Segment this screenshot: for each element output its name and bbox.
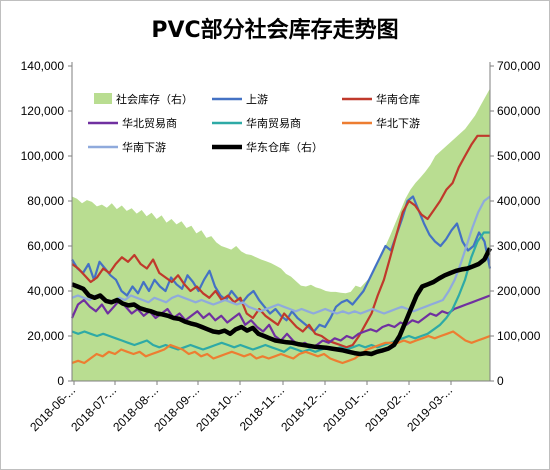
y-right-tick-label: 500,000 [497,149,541,163]
legend-label: 上游 [246,93,268,106]
y-left-tick-label: 140,000 [21,59,65,73]
y-right-tick-label: 200,000 [497,284,541,298]
x-tick-label: 2018-10-... [193,383,244,434]
chart-title: PVC部分社会库存走势图 [151,18,399,43]
series-area-0 [72,88,490,381]
y-right-tick-label: 600,000 [497,104,541,118]
series-line-4 [71,231,490,353]
legend-label: 华南仓库 [376,92,420,106]
y-left-tick-label: 20,000 [27,329,64,343]
y-right-tick-label: 0 [497,374,504,388]
series-line-5 [71,330,491,365]
y-right-tick-label: 100,000 [497,329,541,343]
y-right-tick-label: 300,000 [497,239,541,253]
y-left-tick-label: 60,000 [27,239,64,253]
y-left-tick-label: 120,000 [21,104,65,118]
y-left-tick-label: 0 [57,374,64,388]
series-line-6 [71,195,491,315]
y-right-tick-label: 700,000 [497,59,541,73]
legend-swatch [94,93,112,104]
series-line-2 [71,134,490,349]
y-right-tick-label: 400,000 [497,194,541,208]
legend-label: 华东仓库（右） [246,140,323,154]
y-left-tick-label: 40,000 [27,284,64,298]
y-left-tick-label: 100,000 [21,149,65,163]
legend-label: 华北下游 [376,116,420,130]
series-line-7 [71,247,493,357]
x-tick-label: 2019-03-... [404,383,455,434]
legend-label: 华南贸易商 [246,116,301,130]
legend-label: 华南下游 [122,140,166,154]
legend-label: 华北贸易商 [122,116,177,130]
y-left-tick-label: 80,000 [27,194,64,208]
legend-label: 社会库存（右） [116,92,193,106]
